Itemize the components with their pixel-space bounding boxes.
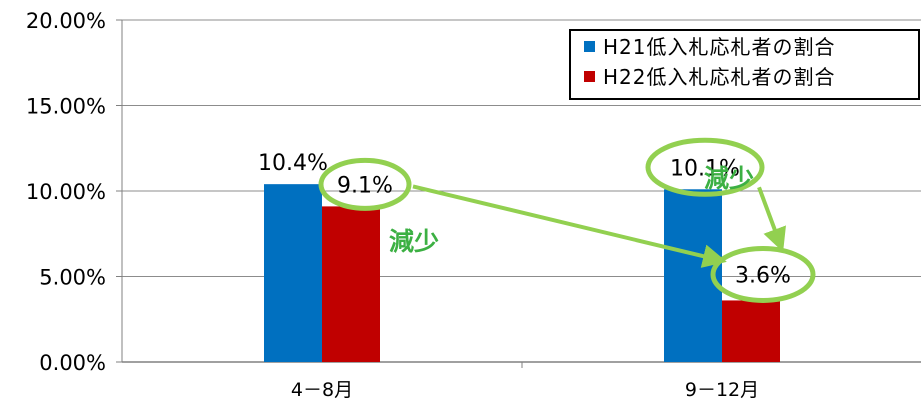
y-tick-label: 15.00% bbox=[26, 95, 106, 119]
data-label: 10.1% bbox=[670, 156, 740, 181]
highlight-circle bbox=[318, 157, 412, 211]
annotation-label: 減少 bbox=[704, 164, 754, 193]
bar bbox=[264, 184, 322, 362]
y-axis: 0.00% 5.00% 10.00% 15.00% 20.00% bbox=[26, 9, 123, 375]
gridlines bbox=[122, 19, 921, 277]
y-tick-label: 5.00% bbox=[39, 266, 106, 290]
legend-swatch bbox=[584, 41, 595, 52]
bar bbox=[722, 300, 780, 362]
bar bbox=[322, 206, 380, 362]
data-label: 3.6% bbox=[735, 263, 791, 288]
y-tick-label: 10.00% bbox=[26, 180, 106, 204]
decrease-arrow bbox=[757, 186, 786, 253]
legend-label: H21低入札応札者の割合 bbox=[603, 35, 836, 59]
legend-label: H22低入札応札者の割合 bbox=[603, 65, 836, 89]
data-label: 10.4% bbox=[258, 151, 328, 176]
x-axis: 4－8月 9－12月 bbox=[122, 361, 921, 401]
data-labels: 10.4% 9.1% 10.1% 3.6% bbox=[258, 151, 791, 288]
annotation-label: 減少 bbox=[389, 227, 439, 256]
legend-box bbox=[569, 29, 920, 100]
legend-swatch bbox=[584, 71, 595, 82]
x-tick-label: 9－12月 bbox=[685, 379, 759, 401]
x-tick-label: 4－8月 bbox=[291, 379, 353, 401]
highlight-circle bbox=[710, 245, 816, 303]
legend: H21低入札応札者の割合 H22低入札応札者の割合 bbox=[569, 29, 920, 100]
decrease-arrow bbox=[412, 184, 727, 268]
data-label: 9.1% bbox=[337, 173, 393, 198]
y-tick-label: 20.00% bbox=[26, 9, 106, 33]
highlight-circle bbox=[645, 137, 765, 197]
y-tick-label: 0.00% bbox=[39, 351, 106, 375]
